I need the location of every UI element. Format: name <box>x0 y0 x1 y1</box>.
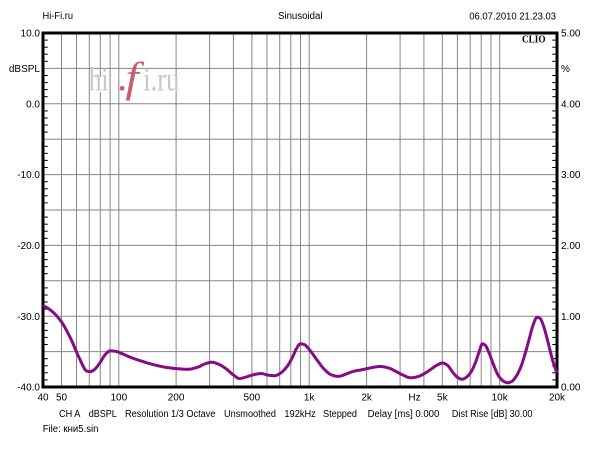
svg-text:Hz: Hz <box>408 392 420 403</box>
svg-text:0.00: 0.00 <box>561 383 581 394</box>
svg-text:10.0: 10.0 <box>21 29 41 40</box>
svg-text:i.ru: i.ru <box>145 63 181 100</box>
svg-text:-10.0: -10.0 <box>17 170 40 181</box>
svg-text:-30.0: -30.0 <box>17 312 40 323</box>
svg-text:dBSPL: dBSPL <box>89 409 117 420</box>
svg-text:Unsmoothed: Unsmoothed <box>224 409 276 420</box>
svg-text:1.00: 1.00 <box>561 312 581 323</box>
svg-text:hi: hi <box>91 63 111 100</box>
svg-text:%: % <box>561 64 570 75</box>
svg-text:100: 100 <box>110 392 127 403</box>
svg-text:20k: 20k <box>549 392 566 403</box>
svg-text:hi: hi <box>89 61 109 98</box>
svg-text:06.07.2010 21.23.03: 06.07.2010 21.23.03 <box>469 11 556 22</box>
svg-text:0.0: 0.0 <box>26 99 40 110</box>
svg-text:2k: 2k <box>361 392 373 403</box>
svg-text:10k: 10k <box>492 392 509 403</box>
svg-text:5k: 5k <box>437 392 449 403</box>
svg-text:1k: 1k <box>304 392 316 403</box>
svg-text:50: 50 <box>56 392 68 403</box>
svg-text:5.00: 5.00 <box>561 29 581 40</box>
svg-text:dBSPL: dBSPL <box>9 64 41 75</box>
svg-text:Dist Rise [dB] 30.00: Dist Rise [dB] 30.00 <box>452 409 533 420</box>
svg-text:3.00: 3.00 <box>561 170 581 181</box>
svg-text:File: кни5.sin: File: кни5.sin <box>43 424 99 435</box>
svg-text:i.ru: i.ru <box>143 61 179 98</box>
svg-text:4.00: 4.00 <box>561 99 581 110</box>
svg-text:-20.0: -20.0 <box>17 241 40 252</box>
svg-text:Resolution 1/3 Octave: Resolution 1/3 Octave <box>125 409 216 420</box>
svg-text:200: 200 <box>168 392 185 403</box>
svg-text:40: 40 <box>37 392 49 403</box>
svg-text:Hi-Fi.ru: Hi-Fi.ru <box>43 11 74 22</box>
svg-text:2.00: 2.00 <box>561 241 581 252</box>
svg-text:Stepped: Stepped <box>323 409 357 420</box>
svg-text:f: f <box>125 54 144 101</box>
svg-text:500: 500 <box>244 392 261 403</box>
svg-text:192kHz: 192kHz <box>284 409 315 420</box>
svg-text:CH A: CH A <box>59 409 81 420</box>
svg-text:Delay [ms] 0.000: Delay [ms] 0.000 <box>368 409 440 420</box>
svg-text:Sinusoidal: Sinusoidal <box>278 11 323 22</box>
svg-text:CLIO: CLIO <box>522 35 546 46</box>
svg-text:-40.0: -40.0 <box>17 383 40 394</box>
